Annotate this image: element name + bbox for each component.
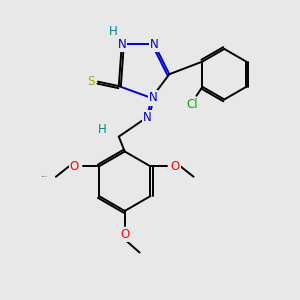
Text: S: S (87, 75, 94, 88)
Text: N: N (143, 111, 152, 124)
Text: O: O (70, 160, 79, 173)
Text: H: H (98, 123, 107, 136)
Text: O: O (170, 160, 180, 173)
Text: N: N (150, 38, 159, 51)
Text: N: N (117, 38, 126, 51)
Text: Cl: Cl (186, 98, 198, 111)
Text: N: N (148, 92, 157, 104)
Text: H: H (109, 25, 117, 38)
Text: methoxy: methoxy (42, 176, 49, 177)
Text: O: O (120, 228, 129, 241)
